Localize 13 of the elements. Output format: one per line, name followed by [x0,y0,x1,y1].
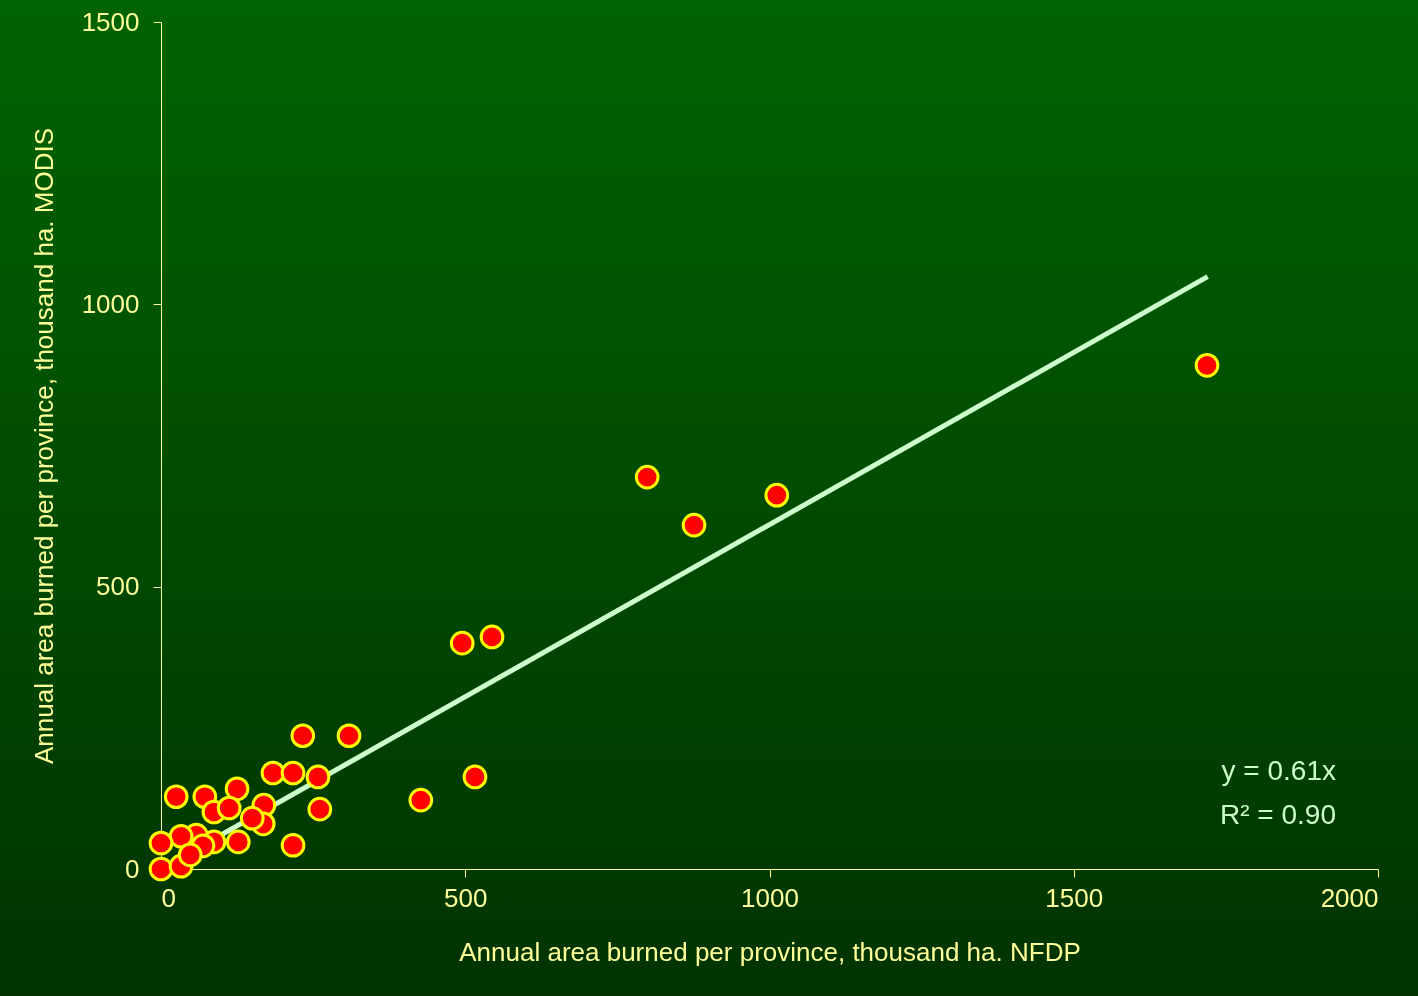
y-tick-label: 1500 [81,6,140,37]
y-tick-label: 1000 [81,288,140,319]
x-tick-label: 2000 [1320,882,1379,913]
annotation: y = 0.61x [1221,755,1336,786]
x-tick-label: 1500 [1045,882,1104,913]
y-axis-title: Annual area burned per province, thousand ha. MODIS [28,128,59,764]
x-axis-title: Annual area burned per province, thousand ha. NFDP [459,936,1081,967]
y-tick-label: 0 [125,853,140,884]
y-tick-label: 500 [96,571,140,602]
x-tick-label: 1000 [741,882,799,913]
x-tick-label: 500 [444,882,488,913]
annotation: R² = 0.90 [1220,799,1336,830]
x-tick-label: 0 [161,882,176,913]
